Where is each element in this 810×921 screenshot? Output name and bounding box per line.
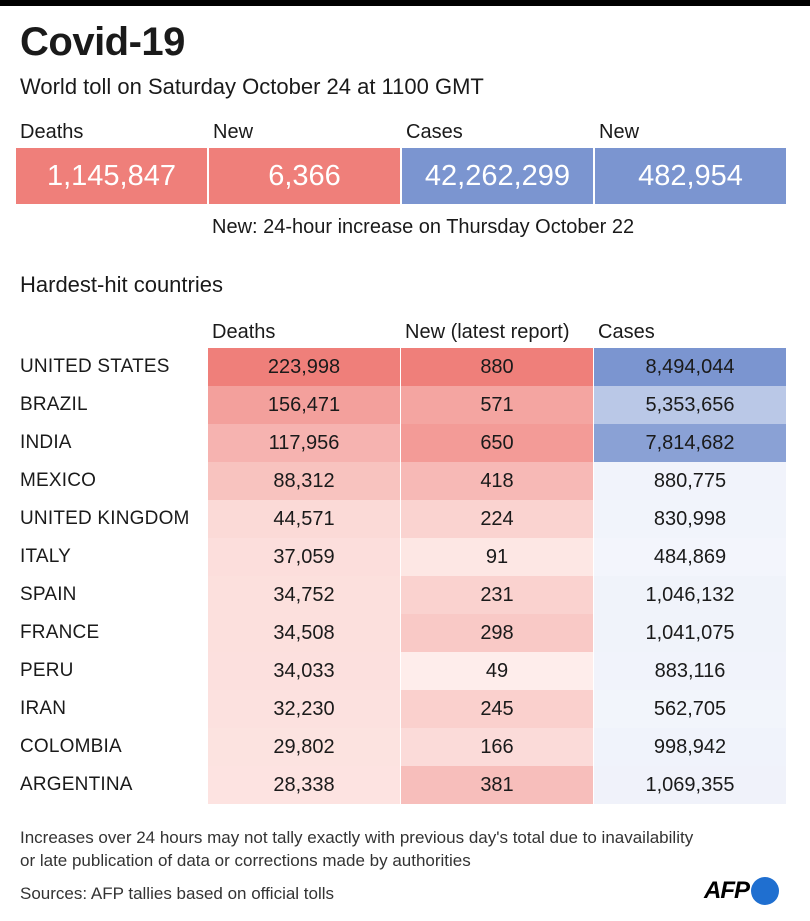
country-label-3: MEXICO bbox=[20, 470, 97, 491]
country-label-10: COLOMBIA bbox=[20, 736, 122, 757]
summary-value-2: 42,262,299 bbox=[402, 148, 593, 204]
deaths-cell-8: 34,033 bbox=[208, 652, 400, 690]
new-cell-10: 166 bbox=[401, 728, 593, 766]
cases-cell-7: 1,041,075 bbox=[594, 614, 786, 652]
new-cell-8: 49 bbox=[401, 652, 593, 690]
cases-cell-5: 484,869 bbox=[594, 538, 786, 576]
summary-note: New: 24-hour increase on Thursday Octobe… bbox=[212, 216, 635, 238]
cases-cell-9: 562,705 bbox=[594, 690, 786, 728]
top-rule bbox=[0, 0, 810, 6]
deaths-cell-4: 44,571 bbox=[208, 500, 400, 538]
deaths-cell-10: 29,802 bbox=[208, 728, 400, 766]
deaths-cell-1: 156,471 bbox=[208, 386, 400, 424]
summary-label-0: Deaths bbox=[20, 121, 84, 143]
section-title: Hardest-hit countries bbox=[20, 272, 223, 297]
column-header-2: Cases bbox=[598, 321, 655, 343]
deaths-cell-5: 37,059 bbox=[208, 538, 400, 576]
new-cell-7: 298 bbox=[401, 614, 593, 652]
afp-logo-dot-icon bbox=[751, 877, 779, 905]
deaths-cell-0: 223,998 bbox=[208, 348, 400, 386]
cases-cell-3: 880,775 bbox=[594, 462, 786, 500]
country-label-6: SPAIN bbox=[20, 584, 77, 605]
deaths-cell-3: 88,312 bbox=[208, 462, 400, 500]
summary-value-1: 6,366 bbox=[209, 148, 400, 204]
column-header-0: Deaths bbox=[212, 321, 276, 343]
country-label-9: IRAN bbox=[20, 698, 67, 719]
afp-logo-text: AFP bbox=[704, 877, 750, 904]
deaths-cell-7: 34,508 bbox=[208, 614, 400, 652]
cases-cell-1: 5,353,656 bbox=[594, 386, 786, 424]
country-label-11: ARGENTINA bbox=[20, 774, 133, 795]
new-cell-4: 224 bbox=[401, 500, 593, 538]
column-header-1: New (latest report) bbox=[405, 321, 570, 343]
cases-cell-6: 1,046,132 bbox=[594, 576, 786, 614]
country-label-2: INDIA bbox=[20, 432, 72, 453]
page-title: Covid-19 bbox=[20, 20, 185, 64]
summary-label-3: New bbox=[599, 121, 640, 143]
footnote: Increases over 24 hours may not tally ex… bbox=[20, 828, 694, 870]
new-cell-0: 880 bbox=[401, 348, 593, 386]
page-subtitle: World toll on Saturday October 24 at 110… bbox=[20, 74, 484, 99]
new-cell-2: 650 bbox=[401, 424, 593, 462]
deaths-cell-9: 32,230 bbox=[208, 690, 400, 728]
new-cell-3: 418 bbox=[401, 462, 593, 500]
cases-cell-8: 883,116 bbox=[594, 652, 786, 690]
country-label-0: UNITED STATES bbox=[20, 356, 170, 377]
afp-logo: AFP bbox=[704, 876, 779, 906]
country-label-7: FRANCE bbox=[20, 622, 100, 643]
cases-cell-10: 998,942 bbox=[594, 728, 786, 766]
country-label-8: PERU bbox=[20, 660, 74, 681]
deaths-cell-6: 34,752 bbox=[208, 576, 400, 614]
summary-value-3: 482,954 bbox=[595, 148, 786, 204]
deaths-cell-11: 28,338 bbox=[208, 766, 400, 804]
new-cell-9: 245 bbox=[401, 690, 593, 728]
country-label-5: ITALY bbox=[20, 546, 71, 567]
summary-value-0: 1,145,847 bbox=[16, 148, 207, 204]
country-label-4: UNITED KINGDOM bbox=[20, 508, 190, 529]
cases-cell-4: 830,998 bbox=[594, 500, 786, 538]
summary-label-2: Cases bbox=[406, 121, 463, 143]
new-cell-6: 231 bbox=[401, 576, 593, 614]
new-cell-11: 381 bbox=[401, 766, 593, 804]
deaths-cell-2: 117,956 bbox=[208, 424, 400, 462]
cases-cell-2: 7,814,682 bbox=[594, 424, 786, 462]
new-cell-1: 571 bbox=[401, 386, 593, 424]
cases-cell-11: 1,069,355 bbox=[594, 766, 786, 804]
source-note: Sources: AFP tallies based on official t… bbox=[20, 884, 335, 903]
new-cell-5: 91 bbox=[401, 538, 593, 576]
summary-label-1: New bbox=[213, 121, 254, 143]
country-label-1: BRAZIL bbox=[20, 394, 88, 415]
cases-cell-0: 8,494,044 bbox=[594, 348, 786, 386]
